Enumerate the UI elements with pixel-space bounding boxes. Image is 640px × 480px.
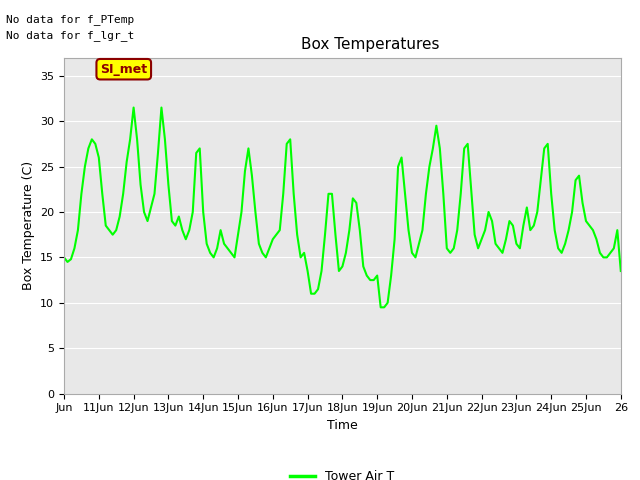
Text: No data for f_PTemp: No data for f_PTemp (6, 13, 134, 24)
Legend: Tower Air T: Tower Air T (285, 465, 399, 480)
Title: Box Temperatures: Box Temperatures (301, 37, 440, 52)
Text: No data for f_lgr_t: No data for f_lgr_t (6, 30, 134, 41)
Y-axis label: Box Temperature (C): Box Temperature (C) (22, 161, 35, 290)
X-axis label: Time: Time (327, 419, 358, 432)
Text: SI_met: SI_met (100, 63, 147, 76)
